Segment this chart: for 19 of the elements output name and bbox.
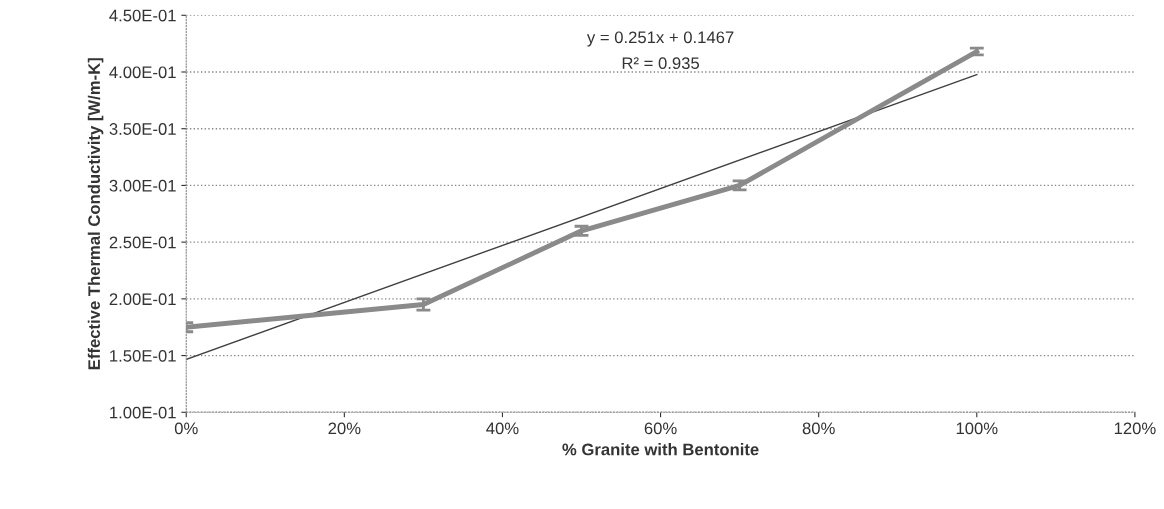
y-tick-label: 1.00E-01 (110, 406, 176, 419)
x-tick-label: 0% (174, 422, 198, 435)
x-tick-label: 40% (486, 422, 519, 435)
y-tick-label: 1.50E-01 (110, 349, 176, 362)
x-tick-label: 120% (1114, 422, 1156, 435)
annotation: R² = 0.935 (622, 57, 700, 70)
x-tick-label: 80% (802, 422, 835, 435)
y-tick-label: 3.00E-01 (109, 179, 176, 192)
x-tick-label: 100% (956, 422, 998, 435)
y-tick-label: 2.50E-01 (109, 236, 176, 249)
x-tick-label: 60% (644, 422, 677, 435)
y-tick-label: 4.00E-01 (109, 66, 176, 79)
y-tick-label: 3.50E-01 (109, 123, 176, 135)
x-tick-label: 20% (328, 422, 361, 435)
y-tick-label: 4.50E-01 (109, 9, 176, 22)
x-axis-title: % Granite with Bentonite (562, 443, 759, 456)
y-axis-title: Effective Thermal Conductivity [W/m-K] (87, 58, 104, 370)
annotation: y = 0.251x + 0.1467 (586, 31, 734, 47)
y-tick-label: 2.00E-01 (109, 293, 176, 306)
